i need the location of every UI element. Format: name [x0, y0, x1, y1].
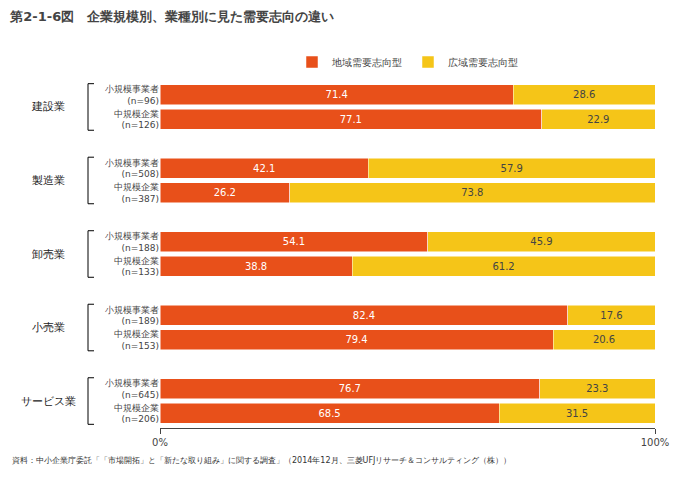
- svg-text:42.1: 42.1: [253, 163, 275, 174]
- svg-text:31.5: 31.5: [566, 408, 588, 419]
- svg-text:卸売業: 卸売業: [32, 248, 65, 261]
- svg-text:82.4: 82.4: [353, 310, 375, 321]
- svg-text:サービス業: サービス業: [21, 395, 76, 408]
- svg-text:小規模事業者(n=96): 小規模事業者(n=96): [105, 84, 159, 106]
- svg-text:中規模企業(n=387): 中規模企業(n=387): [114, 182, 159, 204]
- svg-text:広域需要志向型: 広域需要志向型: [448, 57, 518, 68]
- svg-text:23.3: 23.3: [586, 383, 608, 394]
- svg-text:建設業: 建設業: [31, 100, 65, 113]
- svg-text:小売業: 小売業: [32, 321, 65, 334]
- svg-text:68.5: 68.5: [318, 408, 340, 419]
- svg-text:小規模事業者(n=189): 小規模事業者(n=189): [105, 305, 159, 327]
- svg-text:資料：中小企業庁委託「「市場開拓」と「新たな取り組み」に関す: 資料：中小企業庁委託「「市場開拓」と「新たな取り組み」に関する調査」（2014年…: [12, 456, 511, 465]
- svg-text:71.4: 71.4: [326, 89, 348, 100]
- svg-text:小規模事業者(n=508): 小規模事業者(n=508): [105, 158, 159, 180]
- svg-text:地域需要志向型: 地域需要志向型: [331, 57, 402, 68]
- svg-text:22.9: 22.9: [587, 114, 609, 125]
- svg-text:20.6: 20.6: [593, 334, 615, 345]
- svg-text:0%: 0%: [152, 437, 168, 448]
- svg-text:小規模事業者(n=188): 小規模事業者(n=188): [105, 231, 159, 253]
- svg-text:57.9: 57.9: [501, 163, 523, 174]
- svg-text:100%: 100%: [641, 437, 670, 448]
- svg-text:77.1: 77.1: [340, 114, 362, 125]
- svg-text:中規模企業(n=206): 中規模企業(n=206): [114, 403, 159, 425]
- svg-text:中規模企業(n=126): 中規模企業(n=126): [114, 109, 159, 131]
- svg-text:28.6: 28.6: [573, 89, 595, 100]
- svg-text:38.8: 38.8: [245, 261, 267, 272]
- svg-text:中規模企業(n=133): 中規模企業(n=133): [114, 256, 159, 278]
- svg-text:73.8: 73.8: [461, 187, 483, 198]
- svg-text:45.9: 45.9: [530, 236, 552, 247]
- svg-text:79.4: 79.4: [345, 334, 367, 345]
- svg-text:26.2: 26.2: [214, 187, 236, 198]
- svg-text:製造業: 製造業: [32, 174, 65, 187]
- svg-text:61.2: 61.2: [492, 261, 514, 272]
- svg-text:17.6: 17.6: [600, 310, 622, 321]
- svg-text:第2-1-6図 企業規模別、業種別に見た需要志向の違い: 第2-1-6図 企業規模別、業種別に見た需要志向の違い: [9, 9, 334, 24]
- svg-text:76.7: 76.7: [339, 383, 361, 394]
- svg-text:中規模企業(n=153): 中規模企業(n=153): [114, 329, 159, 351]
- svg-text:小規模事業者(n=645): 小規模事業者(n=645): [105, 378, 159, 400]
- svg-text:54.1: 54.1: [283, 236, 305, 247]
